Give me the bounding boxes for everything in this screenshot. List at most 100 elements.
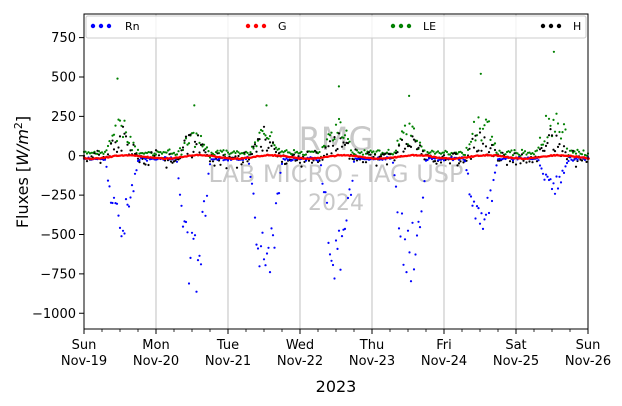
h-point bbox=[552, 148, 555, 151]
y-axis-label-unit: W/m bbox=[13, 129, 32, 166]
rn-point bbox=[283, 158, 287, 161]
h-point bbox=[174, 159, 177, 162]
rn-point bbox=[550, 187, 554, 191]
rn-point bbox=[397, 227, 401, 230]
h-point bbox=[546, 141, 549, 145]
le-point bbox=[204, 147, 207, 150]
rn-point bbox=[279, 171, 282, 174]
h-point bbox=[448, 162, 452, 165]
rn-point bbox=[352, 160, 356, 163]
h-point bbox=[361, 161, 365, 164]
legend-marker-h bbox=[548, 23, 554, 29]
h-point bbox=[564, 151, 567, 154]
rn-point bbox=[304, 159, 308, 162]
h-point bbox=[334, 149, 338, 152]
h-point bbox=[364, 161, 368, 164]
h-point bbox=[109, 142, 113, 145]
le-point bbox=[262, 132, 266, 135]
rn-point bbox=[468, 193, 471, 196]
rn-point bbox=[337, 229, 341, 232]
le-point bbox=[523, 150, 527, 153]
h-point bbox=[477, 149, 480, 152]
le-point bbox=[516, 152, 519, 155]
h-point bbox=[240, 163, 243, 166]
h-point bbox=[307, 159, 311, 162]
le-point bbox=[445, 150, 449, 154]
h-point bbox=[505, 163, 509, 166]
le-point bbox=[198, 141, 201, 144]
h-point bbox=[385, 163, 389, 166]
le-point bbox=[318, 150, 321, 154]
le-point bbox=[426, 150, 429, 154]
le-point bbox=[207, 150, 210, 153]
le-point bbox=[412, 127, 416, 130]
rn-point bbox=[349, 193, 353, 196]
h-point bbox=[525, 161, 528, 164]
le-point bbox=[220, 150, 224, 153]
h-point bbox=[472, 146, 476, 149]
rn-point bbox=[117, 214, 120, 217]
h-point bbox=[280, 160, 284, 163]
vertical-grid bbox=[155, 14, 517, 329]
le-point bbox=[375, 150, 378, 153]
rn-point bbox=[402, 263, 405, 266]
rn-point bbox=[399, 235, 402, 238]
le-point bbox=[168, 148, 171, 151]
legend-entry-le: LE bbox=[390, 20, 436, 33]
h-point bbox=[250, 152, 254, 156]
le-point bbox=[208, 156, 212, 159]
rn-point bbox=[108, 185, 111, 188]
le-point bbox=[337, 85, 340, 88]
le-point bbox=[304, 153, 308, 156]
h-point bbox=[222, 154, 225, 157]
le-point bbox=[252, 147, 255, 150]
le-point bbox=[394, 149, 398, 152]
le-point bbox=[378, 149, 381, 152]
h-point bbox=[373, 153, 377, 156]
rn-point bbox=[112, 196, 116, 199]
le-point bbox=[576, 148, 579, 151]
le-point bbox=[333, 138, 336, 141]
le-point bbox=[328, 134, 332, 137]
h-point bbox=[421, 150, 425, 153]
rn-point bbox=[250, 182, 254, 185]
le-point bbox=[369, 149, 372, 152]
h-point bbox=[271, 141, 275, 144]
h-point bbox=[165, 166, 168, 169]
rn-point bbox=[561, 169, 564, 172]
rn-point bbox=[106, 179, 110, 182]
h-point bbox=[514, 163, 518, 166]
le-point bbox=[472, 120, 476, 123]
h-point bbox=[321, 158, 324, 161]
rn-point bbox=[489, 189, 492, 192]
legend: Rn G LE H bbox=[85, 15, 587, 39]
le-point bbox=[520, 148, 524, 151]
le-point bbox=[187, 142, 191, 145]
h-point bbox=[270, 144, 273, 147]
h-point bbox=[538, 148, 542, 151]
rn-point bbox=[478, 222, 482, 225]
le-point bbox=[345, 129, 348, 132]
le-point bbox=[160, 152, 164, 155]
rn-point bbox=[175, 160, 179, 163]
le-point bbox=[177, 150, 180, 153]
h-point bbox=[264, 138, 267, 141]
rn-point bbox=[493, 171, 497, 174]
x-tick-label-date: Nov-20 bbox=[133, 354, 179, 369]
h-point bbox=[550, 134, 554, 137]
le-point bbox=[571, 151, 575, 154]
rn-point bbox=[549, 178, 552, 181]
y-tick-label: −250 bbox=[40, 189, 76, 204]
rn-point bbox=[583, 158, 587, 161]
rn-point bbox=[193, 234, 197, 237]
rn-point bbox=[205, 194, 209, 197]
le-point bbox=[277, 147, 281, 150]
h-point bbox=[442, 154, 446, 157]
h-point bbox=[369, 153, 372, 156]
le-point bbox=[436, 150, 440, 153]
h-point bbox=[493, 148, 497, 152]
h-point bbox=[181, 146, 185, 149]
le-point bbox=[508, 151, 512, 154]
h-point bbox=[333, 136, 336, 139]
